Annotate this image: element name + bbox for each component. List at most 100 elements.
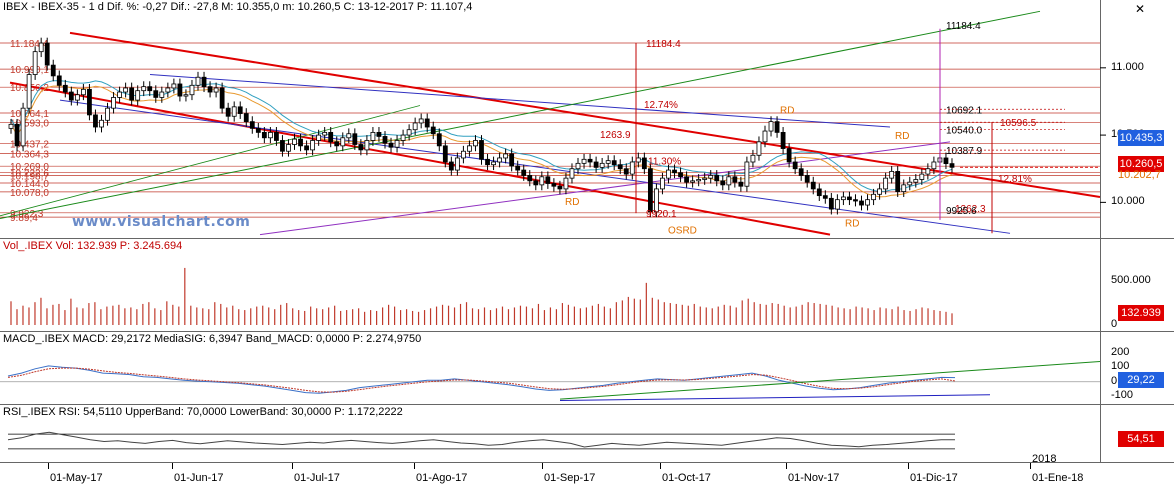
watermark: www.visualchart.com	[72, 214, 251, 230]
macd-chart-svg	[0, 361, 1101, 402]
x-tick	[172, 463, 173, 469]
line-value-badge: 10.435,3	[1118, 130, 1164, 146]
candle-body	[376, 131, 382, 137]
candle-body	[159, 91, 165, 98]
channel-line-green	[0, 10, 1041, 219]
macd-header: MACD_.IBEX MACD: 29,2172 MediaSIG: 6,394…	[3, 333, 422, 345]
candle-body	[171, 83, 177, 89]
level-label: 10.364,3	[10, 149, 49, 160]
candle-body	[382, 136, 388, 144]
level-label: 11.184,4	[10, 39, 49, 50]
candle-body	[62, 84, 68, 93]
candle-body	[424, 118, 430, 128]
close-icon[interactable]: ✕	[1134, 2, 1146, 16]
candle-body	[877, 188, 883, 195]
rsi-plot-area[interactable]	[0, 405, 1101, 462]
macd-y-tick: 200	[1111, 345, 1130, 358]
price-annotation: RD	[895, 131, 909, 142]
candle-body	[267, 131, 273, 139]
candle-body	[925, 168, 931, 175]
candle-body	[189, 84, 195, 96]
candle-body	[473, 140, 478, 147]
level-label: 10.593,0	[10, 119, 49, 130]
rsi-header: RSI_.IBEX RSI: 54,5110 UpperBand: 70,000…	[3, 406, 403, 418]
candle-body	[853, 199, 858, 202]
candle-body	[400, 134, 406, 141]
candle-body	[87, 88, 92, 116]
candle-body	[225, 107, 231, 117]
price-annotation: 10387.9	[946, 146, 983, 157]
candle-body	[732, 176, 738, 183]
candle-body	[822, 195, 828, 199]
channel-line-blue	[59, 99, 1011, 234]
macd-plot-area[interactable]	[0, 332, 1101, 404]
candle-body	[533, 180, 539, 186]
candle-body	[479, 140, 484, 160]
candle-body	[406, 129, 412, 136]
x-tick	[414, 463, 415, 469]
candle-body	[117, 91, 122, 98]
candle-body	[44, 42, 50, 66]
last-price-badge: 10.260,5	[1118, 156, 1164, 172]
price-y-tick: 11.000	[1111, 60, 1144, 73]
candle-body	[454, 157, 460, 171]
x-tick	[1030, 463, 1031, 469]
price-annotation: 9925.6	[946, 206, 977, 217]
channel-line-purple	[259, 141, 951, 236]
candle-body	[738, 181, 744, 187]
price-annotation: 11184.4	[946, 21, 981, 32]
level-label: 10.990,1	[10, 65, 49, 76]
candle-body	[316, 134, 322, 141]
candle-body	[654, 188, 659, 213]
candle-body	[93, 114, 98, 128]
candle-body	[286, 144, 291, 152]
candle-body	[545, 176, 551, 184]
macd-y-axis: 200 100 0 -100	[1101, 332, 1174, 404]
candle-body	[641, 157, 647, 170]
candle-body	[804, 175, 810, 183]
candle-body	[581, 158, 587, 164]
candle-body	[720, 180, 726, 186]
candle-body	[123, 87, 129, 93]
x-axis-year-label: 2018	[1032, 453, 1057, 465]
x-tick-label: 01-Oct-17	[662, 472, 711, 484]
price-plot-area[interactable]	[0, 0, 1101, 238]
candle-body	[231, 106, 237, 117]
volume-y-tick: 500.000	[1111, 274, 1151, 287]
candle-body	[183, 94, 189, 97]
x-tick	[786, 463, 787, 469]
price-annotation: RD	[845, 219, 859, 230]
price-chart-svg: 11.184,410.990,110.856,210.664,110.593,0…	[0, 10, 1106, 236]
candle-body	[322, 131, 328, 136]
price-annotation: 9920.1	[646, 209, 677, 220]
price-annotation: 11.30%	[648, 157, 681, 168]
price-annotation: 12.81%	[998, 174, 1032, 185]
candle-body	[255, 127, 261, 133]
candle-body	[828, 197, 834, 210]
candle-body	[575, 162, 581, 170]
candle-body	[943, 157, 949, 165]
x-tick-label: 01-Jul-17	[294, 472, 340, 484]
candle-body	[394, 140, 400, 148]
candle-body	[292, 138, 297, 145]
volume-plot-area[interactable]	[0, 239, 1101, 331]
candle-body	[617, 164, 623, 170]
channel-line-green-2	[0, 105, 421, 217]
x-tick-label: 01-Jun-17	[174, 472, 224, 484]
candle-body	[551, 183, 557, 187]
candle-body	[141, 86, 147, 92]
price-annotation: 10692.1	[946, 105, 983, 116]
price-annotation: 11184.4	[646, 39, 681, 50]
x-tick-label: 01-May-17	[50, 472, 103, 484]
macd-trend-blue	[559, 394, 991, 402]
secondary-value-label: 10.202,7	[1118, 169, 1161, 181]
price-annotation: OSRD	[668, 225, 697, 236]
candle-body	[147, 86, 153, 92]
candle-body	[467, 145, 472, 152]
macd-pane: MACD_.IBEX MACD: 29,2172 MediaSIG: 6,394…	[0, 332, 1174, 405]
candle-body	[605, 160, 611, 164]
level-label: 10.144,0	[10, 179, 49, 190]
candle-body	[768, 121, 774, 132]
candle-body	[249, 121, 255, 129]
rsi-pane: RSI_.IBEX RSI: 54,5110 UpperBand: 70,000…	[0, 405, 1174, 463]
